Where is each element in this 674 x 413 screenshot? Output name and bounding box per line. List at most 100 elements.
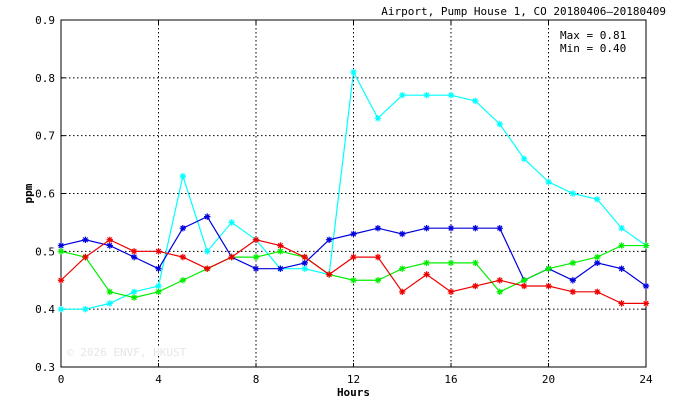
data-point [350,277,357,284]
data-point [496,288,503,296]
data-point [82,305,89,313]
data-point [545,282,552,290]
data-point [472,282,479,290]
data-point [374,115,382,122]
data-point [545,265,552,272]
data-point [472,225,479,232]
x-tick-label: 16 [444,373,457,386]
data-point [155,288,162,296]
data-point [399,230,406,238]
min-label: Min = 0.40 [560,42,626,55]
data-point [569,259,577,267]
data-point [594,288,601,296]
data-point [82,236,89,243]
data-point [374,253,382,261]
data-point [423,91,430,99]
data-point [155,248,162,255]
x-tick-label: 0 [58,373,65,386]
x-tick-label: 8 [253,373,260,386]
y-tick-label: 0.3 [35,361,55,374]
data-point [277,265,284,272]
y-tick-label: 0.4 [35,303,55,316]
data-point [520,155,528,162]
data-point [155,282,162,290]
y-tick-label: 0.8 [35,72,55,85]
data-point [399,265,406,272]
data-point [642,282,650,290]
series-1 [57,68,650,313]
data-point [423,259,430,267]
data-point [325,236,333,243]
data-point [57,242,65,249]
axis-ticks: 0 4 8 12 16 20 24 0.3 0.4 0.5 0.6 0.7 0.8 0.9 [35,14,653,386]
watermark: © 2026 ENVF, HKUST [67,346,187,359]
data-point [57,277,65,284]
data-point [82,253,89,261]
series-layer [57,68,650,313]
y-tick-label: 0.5 [35,245,55,258]
y-tick-label: 0.7 [35,130,55,143]
data-point [106,288,113,296]
data-point [301,259,308,267]
data-point [228,219,235,226]
data-point [301,265,308,272]
data-point [106,242,113,249]
data-point [569,277,577,284]
data-point [179,225,187,232]
y-tick-label: 0.6 [35,188,55,201]
chart-title: Airport, Pump House 1, CO 20180406–20180… [381,5,666,18]
data-point [106,236,113,243]
x-tick-label: 12 [347,373,360,386]
data-point [130,248,138,255]
data-point [447,91,455,99]
data-point [618,265,625,272]
data-point [569,288,577,296]
data-point [350,230,357,238]
max-label: Max = 0.81 [560,29,626,42]
data-point [472,97,479,105]
data-point [496,277,503,284]
data-point [642,242,650,249]
data-point [520,277,528,284]
data-point [642,300,650,307]
data-point [472,259,479,267]
data-point [179,253,187,261]
data-point [399,91,406,99]
data-point [496,120,503,128]
data-point [204,213,211,220]
data-point [130,294,138,301]
data-point [374,277,382,284]
x-axis-title: Hours [337,386,370,399]
series-4 [57,236,650,307]
data-point [252,253,260,261]
data-point [204,265,211,272]
data-point [277,248,284,255]
data-point [350,68,357,76]
data-point [594,196,601,203]
data-point [618,225,625,232]
x-tick-label: 20 [542,373,555,386]
data-point [520,282,528,290]
data-point [545,178,552,186]
data-point [594,253,601,261]
data-point [277,242,284,249]
data-point [374,225,382,232]
x-tick-label: 4 [155,373,162,386]
data-point [594,259,601,267]
data-point [57,248,65,255]
data-point [228,253,235,261]
data-point [447,259,455,267]
y-axis-title: ppm [22,183,35,203]
data-point [423,225,430,232]
data-point [325,271,333,278]
data-point [252,265,260,272]
y-tick-label: 0.9 [35,14,55,27]
data-point [301,253,308,261]
data-point [179,277,187,284]
data-point [447,225,455,232]
data-point [496,225,503,232]
data-point [618,300,625,307]
data-point [106,300,113,307]
